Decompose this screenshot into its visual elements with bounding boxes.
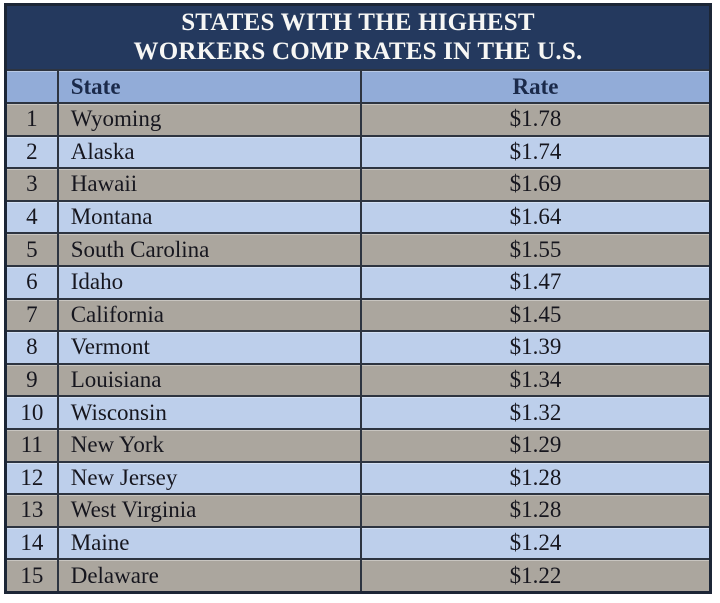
table-title-line2: WORKERS COMP RATES IN THE U.S. — [133, 38, 583, 65]
column-header-row: State Rate — [4, 69, 712, 104]
cell-rate: $1.55 — [360, 232, 712, 267]
cell-rank: 15 — [4, 558, 59, 594]
cell-state: Maine — [56, 525, 363, 561]
title-row: STATES WITH THE HIGHEST WORKERS COMP RAT… — [4, 3, 712, 71]
cell-rate: $1.34 — [360, 362, 712, 398]
cell-state: Delaware — [56, 558, 363, 594]
cell-rank: 9 — [4, 362, 59, 398]
cell-rank: 4 — [4, 199, 59, 235]
table-title-line1: STATES WITH THE HIGHEST — [181, 9, 535, 36]
table-row: 1 Wyoming $1.78 — [4, 102, 712, 137]
cell-state: Alaska — [56, 134, 363, 170]
cell-state: West Virginia — [56, 493, 363, 528]
table-row: 10 Wisconsin $1.32 — [4, 395, 712, 430]
cell-state: California — [56, 297, 363, 333]
table-title: STATES WITH THE HIGHEST WORKERS COMP RAT… — [4, 3, 712, 71]
cell-rank: 3 — [4, 167, 59, 202]
table-row: 11 New York $1.29 — [4, 427, 712, 463]
cell-rate: $1.78 — [360, 102, 712, 137]
cell-rank: 13 — [4, 493, 59, 528]
cell-rank: 12 — [4, 460, 59, 496]
table-body: 1 Wyoming $1.78 2 Alaska $1.74 3 Hawaii $1.69 4 Mo… — [4, 102, 712, 594]
cell-state: Hawaii — [56, 167, 363, 202]
table-row: 9 Louisiana $1.34 — [4, 362, 712, 398]
cell-state: Wyoming — [56, 102, 363, 137]
cell-rank: 2 — [4, 134, 59, 170]
cell-rank: 14 — [4, 525, 59, 561]
cell-state: New Jersey — [56, 460, 363, 496]
cell-rank: 1 — [4, 102, 59, 137]
cell-rank: 7 — [4, 297, 59, 333]
cell-rate: $1.32 — [360, 395, 712, 430]
cell-state: Vermont — [56, 330, 363, 365]
cell-state: South Carolina — [56, 232, 363, 267]
cell-rate: $1.69 — [360, 167, 712, 202]
cell-state: Wisconsin — [56, 395, 363, 430]
table-row: 12 New Jersey $1.28 — [4, 460, 712, 496]
table-row: 14 Maine $1.24 — [4, 525, 712, 561]
table-row: 15 Delaware $1.22 — [4, 558, 712, 594]
table-row: 4 Montana $1.64 — [4, 199, 712, 235]
table-row: 3 Hawaii $1.69 — [4, 167, 712, 202]
header-state: State — [56, 69, 363, 104]
cell-rank: 8 — [4, 330, 59, 365]
cell-rate: $1.22 — [360, 558, 712, 594]
cell-state: Montana — [56, 199, 363, 235]
table-row: 2 Alaska $1.74 — [4, 134, 712, 170]
cell-rank: 11 — [4, 427, 59, 463]
table-row: 7 California $1.45 — [4, 297, 712, 333]
cell-rate: $1.29 — [360, 427, 712, 463]
cell-rate: $1.74 — [360, 134, 712, 170]
header-rate: Rate — [360, 69, 712, 104]
table-row: 8 Vermont $1.39 — [4, 330, 712, 365]
cell-rank: 10 — [4, 395, 59, 430]
table-row: 13 West Virginia $1.28 — [4, 493, 712, 528]
cell-rate: $1.28 — [360, 460, 712, 496]
cell-state: Idaho — [56, 264, 363, 300]
cell-state: New York — [56, 427, 363, 463]
cell-rank: 5 — [4, 232, 59, 267]
cell-rate: $1.39 — [360, 330, 712, 365]
cell-rate: $1.24 — [360, 525, 712, 561]
cell-rank: 6 — [4, 264, 59, 300]
workers-comp-table: STATES WITH THE HIGHEST WORKERS COMP RAT… — [4, 3, 712, 594]
table-row: 5 South Carolina $1.55 — [4, 232, 712, 267]
header-rank — [4, 69, 59, 104]
cell-rate: $1.45 — [360, 297, 712, 333]
cell-rate: $1.47 — [360, 264, 712, 300]
cell-rate: $1.28 — [360, 493, 712, 528]
cell-state: Louisiana — [56, 362, 363, 398]
table-row: 6 Idaho $1.47 — [4, 264, 712, 300]
cell-rate: $1.64 — [360, 199, 712, 235]
